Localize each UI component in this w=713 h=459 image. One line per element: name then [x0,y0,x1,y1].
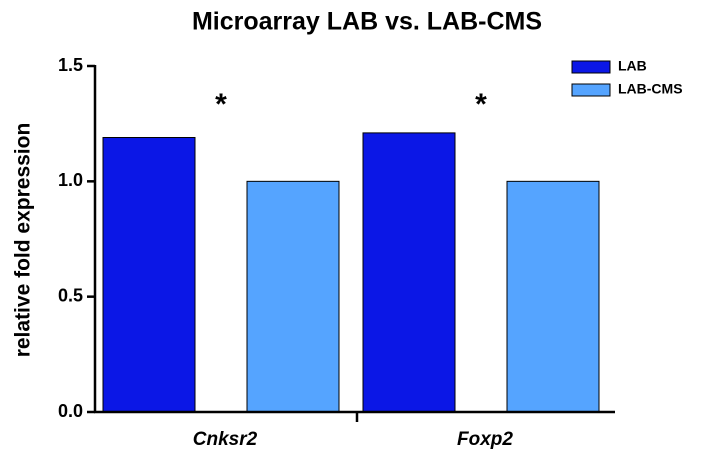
y-tick-label: 0.5 [58,285,83,305]
legend-label: LAB-CMS [618,81,683,97]
chart-title: Microarray LAB vs. LAB-CMS [192,8,542,36]
bar [362,132,456,413]
bar [506,180,600,413]
annotation: * [475,88,487,121]
legend-swatch [571,60,611,74]
legend-label: LAB [618,58,647,74]
x-tick-label: Foxp2 [457,429,513,450]
y-tick-label: 0.0 [58,401,83,421]
bar [246,180,340,413]
bar [102,137,196,413]
annotation: * [215,88,227,121]
y-tick-label: 1.0 [58,170,83,190]
legend-swatch [571,83,611,97]
x-tick-label: Cnksr2 [193,429,258,450]
y-tick-label: 1.5 [58,55,83,75]
y-axis-label: relative fold expression [12,123,35,358]
